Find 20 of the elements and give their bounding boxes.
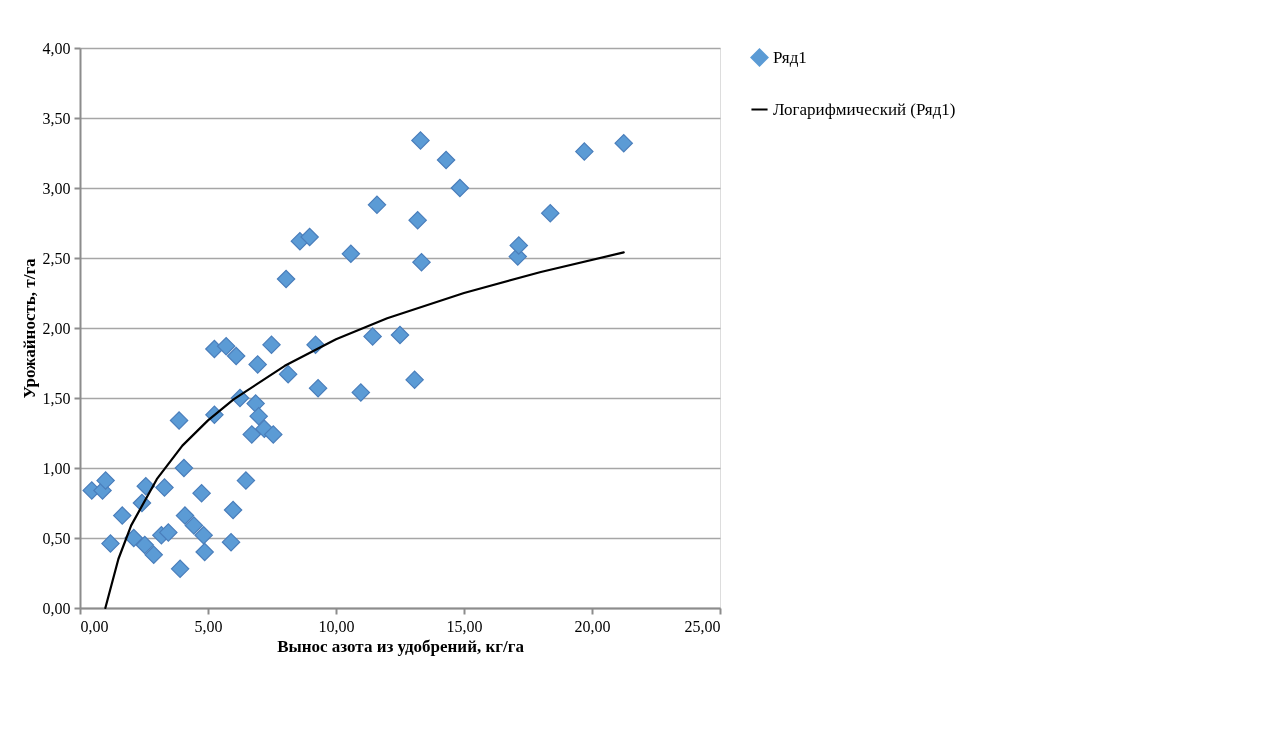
y-tick-label: 2,50 [42,249,71,267]
y-tick-label: 3,50 [42,109,71,127]
y-tick-label: 2,00 [42,319,71,337]
x-tick-label: 20,00 [574,617,611,635]
x-tick-label: 5,00 [194,617,223,635]
x-tick-label: 25,00 [684,617,721,635]
y-tick-label: 4,00 [42,39,71,57]
y-axis-title: Урожайность, т/га [19,257,39,399]
legend-label: Логарифмический (Ряд1) [773,99,956,119]
x-axis-title: Вынос азота из удобрений, кг/га [277,636,525,656]
y-tick-label: 0,50 [42,529,71,547]
x-tick-label: 15,00 [446,617,483,635]
x-tick-label: 0,00 [80,617,109,635]
y-tick-label: 3,00 [42,179,71,197]
line-series [104,251,625,610]
y-tick-label: 1,50 [42,389,71,407]
y-tick-label: 1,00 [42,459,71,477]
legend-label: Ряд1 [773,47,807,67]
x-tick-label: 10,00 [318,617,355,635]
y-tick-label: 0,00 [42,599,71,617]
